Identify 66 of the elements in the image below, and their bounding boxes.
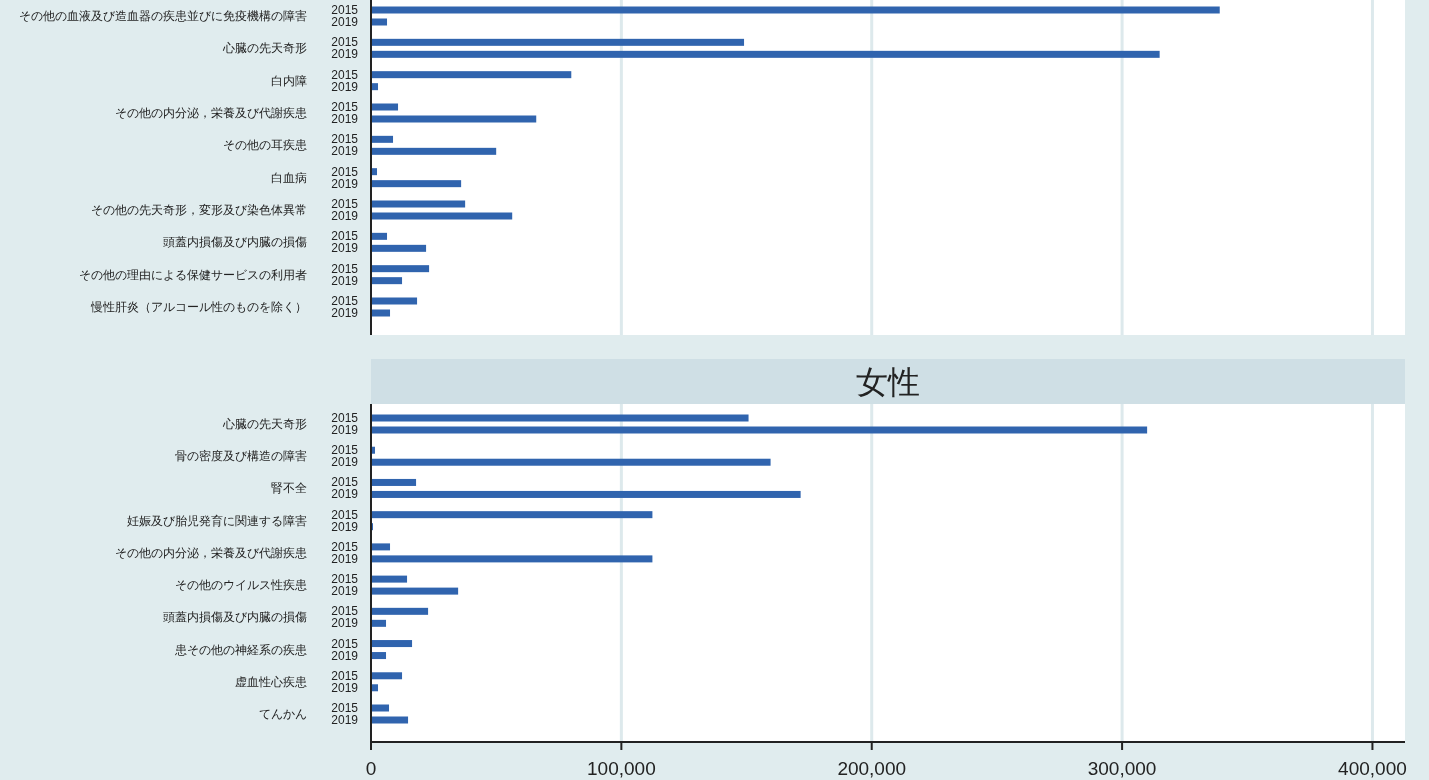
text: 2019 (331, 713, 358, 727)
y-tick-label: 慢性肝炎（アルコール性のものを除く） (90, 300, 307, 314)
y-tick-label: 虚血性心疾患 (235, 674, 307, 689)
text: 2015 (331, 701, 358, 715)
text: 2019 (331, 487, 358, 502)
series-label: 2019 (331, 423, 359, 437)
text: 2019 (331, 241, 358, 256)
x-tick-label: 200,000 (837, 758, 907, 779)
y-tick-label: その他の理由による保健サービスの利用者 (79, 267, 307, 282)
text: 2019 (331, 209, 358, 223)
y-tick-label: 患その他の神経系の疾患 (174, 642, 307, 657)
text: 2019 (331, 47, 358, 62)
chart-title: 女性 (856, 364, 920, 400)
text: 2015 (331, 132, 358, 147)
text: 2015 (331, 100, 358, 114)
text: 2019 (331, 680, 358, 695)
y-tick-label: その他のウイルス性疾患 (175, 578, 307, 593)
y-tick-label: 妊娠及び胎児発育に関連する障害 (127, 513, 307, 528)
text: 2015 (331, 229, 358, 244)
series-label: 2019 (331, 15, 359, 29)
text: 2019 (331, 519, 358, 534)
x-tick-label: 0 (365, 758, 377, 779)
series-label: 2015 (331, 3, 359, 17)
y-tick-label: 白血病 (271, 170, 307, 185)
text: 2015 (331, 164, 358, 179)
x-tick-label: 100,000 (587, 758, 656, 779)
text: 2019 (331, 144, 358, 159)
y-tick-label: その他の耳疾患 (223, 138, 307, 153)
text: 2015 (331, 539, 358, 554)
text: 2015 (331, 475, 358, 490)
y-tick-label: 腎不全 (271, 481, 307, 496)
text: 2015 (331, 197, 358, 211)
text: 2015 (331, 636, 358, 651)
y-tick-label: その他の内分泌，栄養及び代謝疾患 (115, 106, 307, 120)
y-tick-label: 心臓の先天奇形 (222, 41, 307, 56)
series-label: 2015 (331, 411, 359, 425)
y-tick-label: その他の内分泌，栄養及び代謝疾患 (115, 545, 307, 560)
text: 2019 (331, 648, 358, 663)
text: 2015 (331, 668, 358, 683)
text: 2015 (331, 35, 358, 50)
y-tick-label: 頭蓋内損傷及び内臓の損傷 (163, 610, 307, 625)
text: 2019 (331, 584, 358, 599)
text: 2015 (331, 67, 358, 82)
text: 2019 (331, 273, 358, 288)
text: 2015 (331, 507, 358, 522)
text: 2015 (331, 604, 358, 619)
text: 2015 (331, 572, 358, 587)
text: 2019 (331, 455, 358, 470)
y-tick-label: てんかん (259, 707, 307, 721)
x-tick-label: 300,000 (1087, 758, 1157, 779)
text: 2019 (331, 112, 358, 126)
text: 2019 (331, 176, 358, 191)
y-tick-label: 骨の密度及び構造の障害 (175, 449, 307, 464)
y-tick-label: その他の血液及び造血器の疾患並びに免疫機構の障害 (19, 9, 307, 23)
text: 2019 (331, 616, 358, 631)
text: 2015 (331, 261, 358, 276)
text: 2015 (331, 443, 358, 458)
y-tick-label: その他の先天奇形，変形及び染色体異常 (91, 203, 307, 217)
y-tick-label: 頭蓋内損傷及び内臓の損傷 (163, 235, 307, 250)
text: 2019 (331, 551, 358, 566)
text: 2015 (331, 294, 358, 308)
y-tick-label: 白内障 (271, 73, 307, 88)
x-tick-label: 400,000 (1338, 758, 1407, 779)
text: 2019 (331, 306, 358, 320)
y-tick-label: 心臓の先天奇形 (222, 417, 307, 431)
text: 2019 (331, 79, 358, 94)
